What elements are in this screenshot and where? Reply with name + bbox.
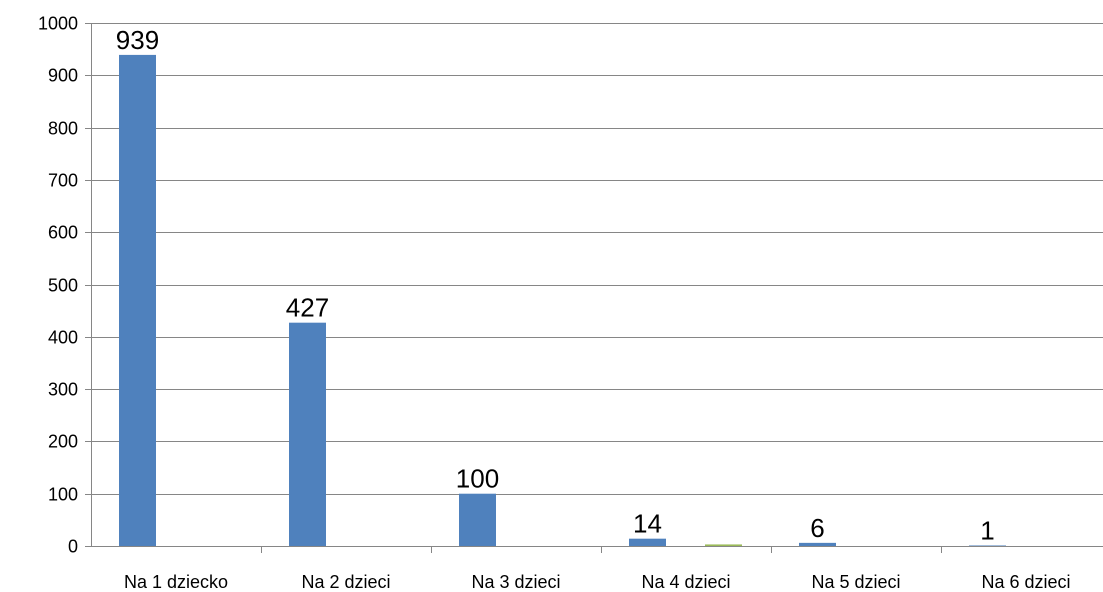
data-label: 1 xyxy=(980,515,994,545)
x-tick-label: Na 4 dzieci xyxy=(641,572,730,592)
x-axis xyxy=(91,23,1103,547)
y-tick-label: 1000 xyxy=(38,14,78,34)
y-axis-ticks: 0 100 200 300 400 500 600 700 800 900 1000 xyxy=(38,14,91,557)
data-labels: 939 427 100 14 6 1 xyxy=(116,25,995,546)
y-tick-label: 900 xyxy=(48,66,78,86)
y-tick-label: 800 xyxy=(48,119,78,139)
x-axis-ticks: Na 1 dziecko Na 2 dzieci Na 3 dzieci Na 4 d… xyxy=(124,546,1071,592)
bar xyxy=(459,493,496,546)
y-tick-label: 300 xyxy=(48,380,78,400)
x-tick-label: Na 2 dzieci xyxy=(301,572,390,592)
data-label: 100 xyxy=(456,464,499,494)
bar xyxy=(119,54,156,546)
gridlines xyxy=(91,23,1103,495)
y-tick-label: 0 xyxy=(68,537,78,557)
bars xyxy=(119,54,1006,547)
y-tick-label: 200 xyxy=(48,432,78,452)
y-tick-label: 500 xyxy=(48,276,78,296)
data-label: 427 xyxy=(286,293,329,323)
x-tick-label: Na 3 dzieci xyxy=(471,572,560,592)
bar xyxy=(705,544,742,546)
y-tick-label: 700 xyxy=(48,171,78,191)
y-tick-label: 100 xyxy=(48,485,78,505)
x-tick-label: Na 1 dziecko xyxy=(124,572,228,592)
data-label: 939 xyxy=(116,25,159,55)
bar xyxy=(629,538,666,546)
y-tick-label: 400 xyxy=(48,328,78,348)
data-label: 6 xyxy=(810,513,824,543)
bar xyxy=(799,542,836,546)
bar xyxy=(289,322,326,546)
data-label: 14 xyxy=(633,509,662,539)
x-tick-label: Na 6 dzieci xyxy=(981,572,1070,592)
x-tick-label: Na 5 dzieci xyxy=(811,572,900,592)
y-tick-label: 600 xyxy=(48,223,78,243)
bar xyxy=(969,545,1006,547)
